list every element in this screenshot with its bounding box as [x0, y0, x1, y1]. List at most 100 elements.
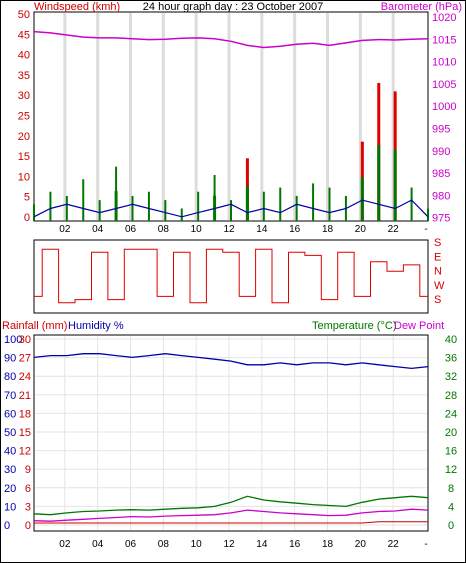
direction-label: E	[434, 251, 441, 263]
wind-x-tick-label: 14	[256, 224, 268, 235]
windspeed-tick-label: 10	[18, 171, 30, 183]
barometer-tick-label: 1000	[432, 101, 456, 113]
barometer-tick-label: 990	[432, 146, 450, 158]
barometer-tick-label: 975	[432, 213, 450, 225]
temp-x-tick-label: 02	[59, 539, 71, 550]
rainfall-axis-label: Rainfall (mm)	[2, 320, 67, 332]
temp-x-tick-label: 14	[256, 539, 268, 550]
temperature-tick-label: 28	[445, 390, 457, 402]
wind-average-line	[33, 199, 429, 218]
wind-x-tick-label: -	[424, 224, 427, 235]
wind-x-tick-label: 16	[289, 224, 301, 235]
windspeed-tick-label: 20	[18, 131, 30, 143]
humidity-tick-label: 0	[4, 520, 10, 532]
barometer-tick-label: 1020	[432, 12, 456, 24]
windspeed-tick-label: 35	[18, 70, 30, 82]
temperature-line	[33, 495, 429, 516]
temp-x-tick-label: 04	[92, 539, 104, 550]
wind-x-tick-label: 12	[223, 224, 235, 235]
temperature-tick-label: 4	[448, 501, 454, 513]
barometer-axis-label: Barometer (hPa)	[381, 1, 462, 13]
windspeed-tick-label: 25	[18, 111, 30, 123]
direction-panel-border	[33, 239, 429, 314]
rainfall-tick-label: 3	[25, 501, 31, 513]
rainfall-tick-label: 15	[19, 427, 31, 439]
barometer-tick-label: 995	[432, 124, 450, 136]
wind-direction-line	[34, 248, 428, 304]
temp-x-tick-label: -	[424, 539, 427, 550]
barometer-tick-label: 1005	[432, 79, 456, 91]
humidity-tick-label: 80	[4, 371, 16, 383]
barometer-tick-label: 980	[432, 190, 450, 202]
temperature-tick-label: 12	[445, 464, 457, 476]
windspeed-tick-label: 0	[24, 212, 30, 224]
barometer-tick-label: 1010	[432, 57, 456, 69]
humidity-tick-label: 30	[4, 464, 16, 476]
wind-x-tick-label: 04	[92, 224, 104, 235]
rainfall-tick-label: 24	[19, 371, 31, 383]
windspeed-tick-label: 5	[24, 192, 30, 204]
wind-x-tick-label: 18	[322, 224, 334, 235]
windspeed-tick-label: 50	[18, 9, 30, 21]
wind-x-tick-label: 22	[388, 224, 400, 235]
temp-x-tick-label: 08	[158, 539, 170, 550]
temperature-tick-label: 32	[445, 371, 457, 383]
rainfall-tick-label: 27	[19, 353, 31, 365]
temperature-axis-label: Temperature (°C)	[312, 320, 396, 332]
windspeed-tick-label: 45	[18, 29, 30, 41]
rainfall-tick-label: 0	[25, 520, 31, 532]
temp-x-tick-label: 06	[125, 539, 137, 550]
temp-x-tick-label: 16	[289, 539, 301, 550]
temperature-tick-label: 36	[445, 353, 457, 365]
humidity-tick-label: 10	[4, 501, 16, 513]
direction-label: S	[434, 294, 441, 306]
temp-x-tick-label: 10	[191, 539, 203, 550]
humidity-tick-label: 50	[4, 427, 16, 439]
temp-x-tick-label: 20	[355, 539, 367, 550]
wind-x-tick-label: 06	[125, 224, 137, 235]
wind-x-tick-label: 02	[59, 224, 71, 235]
dewpoint-line	[33, 508, 429, 522]
rainfall-tick-label: 21	[19, 390, 31, 402]
wind-x-tick-label: 10	[191, 224, 203, 235]
direction-label: S	[434, 237, 441, 249]
temperature-tick-label: 0	[448, 520, 454, 532]
humidity-tick-label: 40	[4, 446, 16, 458]
windspeed-tick-label: 30	[18, 90, 30, 102]
rainfall-line	[34, 521, 428, 524]
windspeed-tick-label: 40	[18, 50, 30, 62]
dewpoint-axis-label: Dew Point	[394, 320, 444, 332]
temp-x-tick-label: 12	[223, 539, 235, 550]
humidity-axis-label: Humidity %	[68, 320, 124, 332]
humidity-line	[33, 353, 429, 370]
barometer-tick-label: 985	[432, 168, 450, 180]
temp-panel-border	[33, 334, 429, 532]
temperature-tick-label: 8	[448, 483, 454, 495]
rainfall-tick-label: 9	[25, 464, 31, 476]
rainfall-tick-label: 30	[19, 334, 31, 346]
temp-x-tick-label: 22	[388, 539, 400, 550]
barometer-tick-label: 1015	[432, 34, 456, 46]
temperature-tick-label: 16	[445, 446, 457, 458]
wind-panel-border	[33, 11, 429, 222]
direction-label: W	[434, 280, 445, 292]
temp-x-tick-label: 18	[322, 539, 334, 550]
windspeed-axis-label: Windspeed (kmh)	[34, 1, 120, 13]
temperature-tick-label: 20	[445, 427, 457, 439]
rainfall-tick-label: 12	[19, 446, 31, 458]
wind-x-tick-label: 20	[355, 224, 367, 235]
direction-label: N	[434, 266, 442, 278]
wind-x-tick-label: 08	[158, 224, 170, 235]
windspeed-tick-label: 15	[18, 151, 30, 163]
humidity-tick-label: 100	[4, 334, 22, 346]
humidity-tick-label: 60	[4, 408, 16, 420]
temperature-tick-label: 24	[445, 408, 457, 420]
chart-title: 24 hour graph day : 23 October 2007	[143, 1, 323, 13]
humidity-tick-label: 70	[4, 390, 16, 402]
barometer-line	[33, 30, 429, 49]
rainfall-tick-label: 18	[19, 408, 31, 420]
temperature-tick-label: 40	[445, 334, 457, 346]
rainfall-tick-label: 6	[25, 483, 31, 495]
humidity-tick-label: 90	[4, 353, 16, 365]
